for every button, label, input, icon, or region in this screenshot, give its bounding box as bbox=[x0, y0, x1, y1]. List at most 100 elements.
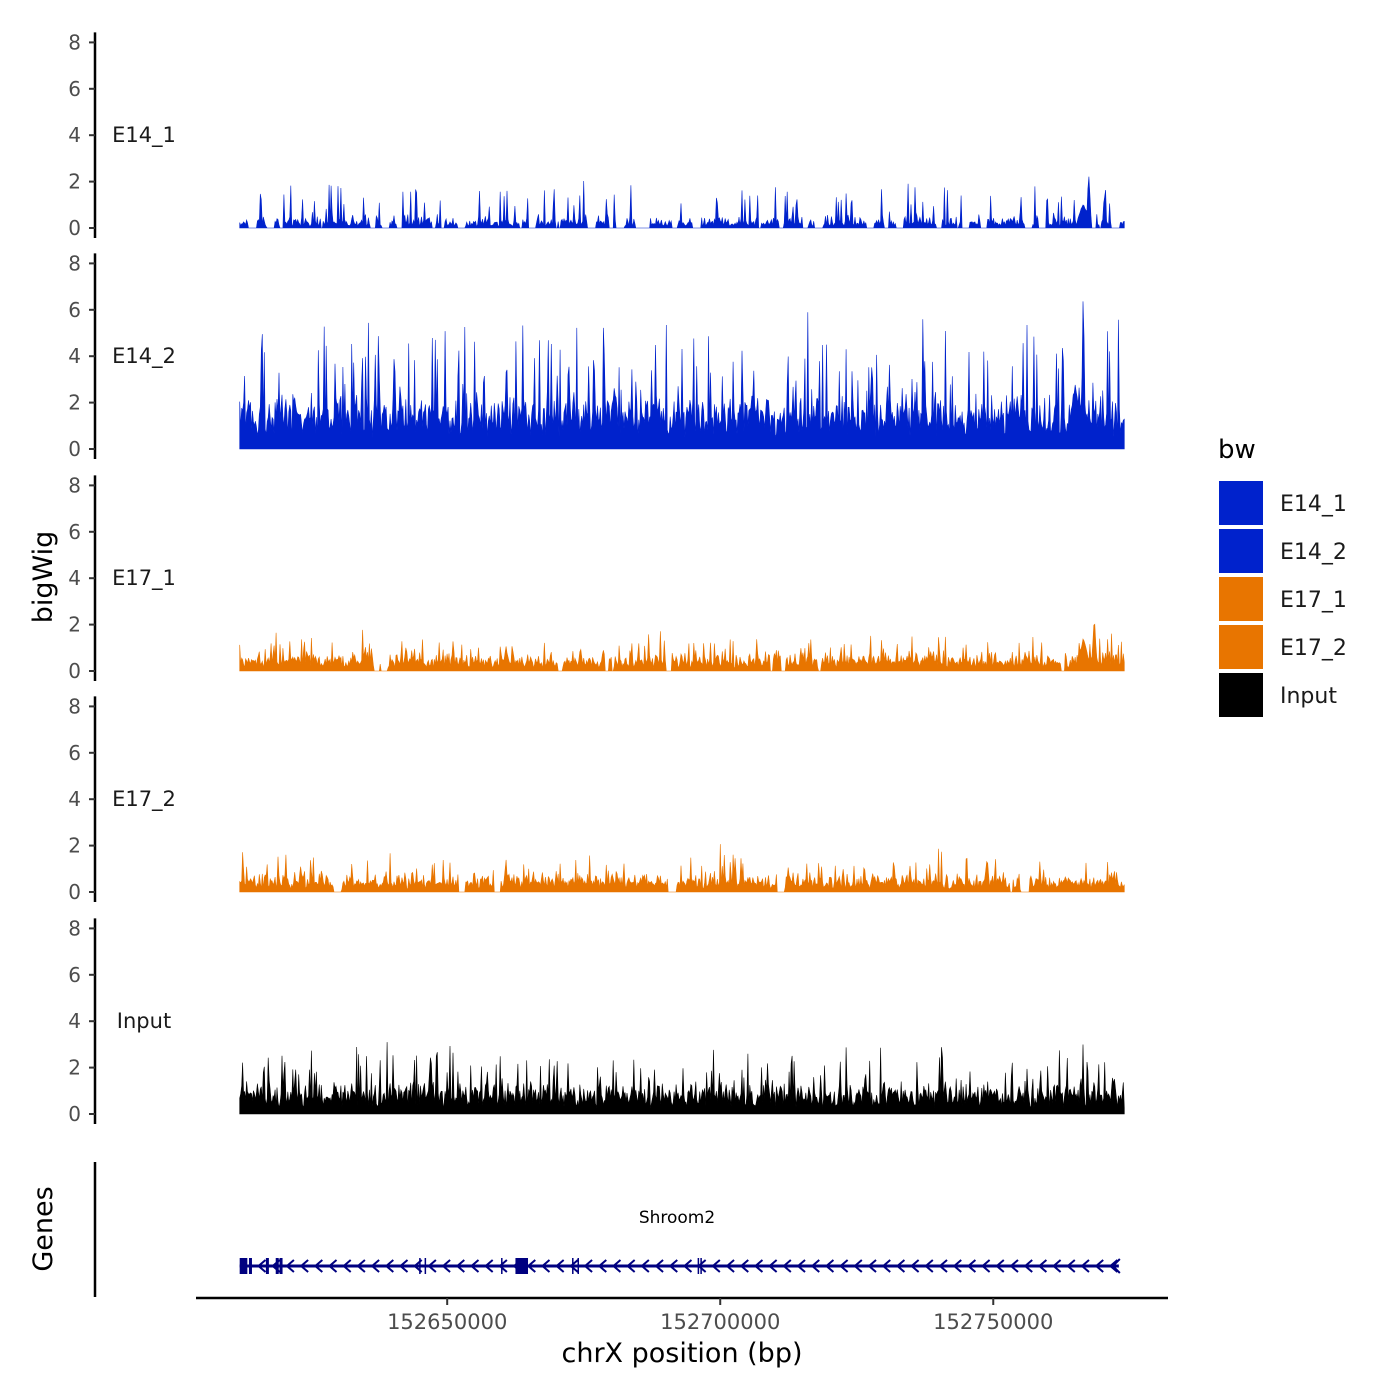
genes-panel: Shroom2 bbox=[93, 1162, 1121, 1297]
strand-arrow bbox=[327, 1259, 338, 1273]
strand-arrow bbox=[540, 1259, 551, 1273]
legend-label: E14_2 bbox=[1280, 540, 1347, 565]
strand-arrow bbox=[1111, 1258, 1121, 1274]
track-label: E14_1 bbox=[112, 123, 176, 148]
strand-arrow bbox=[256, 1259, 267, 1273]
track-e14-2: 0 2 4 6 8 E14_2 bbox=[68, 251, 1125, 461]
y-tick-label: 8 bbox=[68, 694, 81, 718]
y-tick-label: 4 bbox=[68, 566, 81, 590]
strand-arrow bbox=[555, 1259, 565, 1273]
x-axis-title: chrX position (bp) bbox=[561, 1338, 802, 1369]
strand-arrow bbox=[995, 1259, 1005, 1273]
x-tick-label: 152700000 bbox=[660, 1310, 780, 1334]
track-label: E17_1 bbox=[112, 566, 176, 591]
strand-arrow bbox=[597, 1259, 607, 1273]
strand-arrow bbox=[782, 1259, 792, 1273]
strand-arrow bbox=[1037, 1259, 1048, 1273]
coverage-area bbox=[239, 1042, 1125, 1115]
strand-arrow bbox=[839, 1259, 849, 1273]
strand-arrow bbox=[1094, 1259, 1104, 1273]
strand-arrow bbox=[583, 1259, 593, 1273]
track-label: E17_2 bbox=[112, 787, 176, 812]
strand-arrow bbox=[910, 1259, 920, 1273]
strand-arrow bbox=[895, 1259, 906, 1273]
strand-arrow bbox=[924, 1259, 934, 1273]
strand-arrow bbox=[796, 1259, 806, 1273]
strand-arrow bbox=[1066, 1259, 1076, 1273]
strand-arrow bbox=[711, 1259, 721, 1273]
coverage-area bbox=[239, 176, 1125, 229]
exon bbox=[275, 1258, 279, 1274]
strand-arrow bbox=[654, 1259, 664, 1273]
y-tick-label: 0 bbox=[68, 880, 81, 904]
track-input: 0 2 4 6 8 Input bbox=[68, 916, 1125, 1126]
strand-arrow bbox=[938, 1259, 948, 1273]
strand-arrow bbox=[640, 1259, 650, 1273]
genes-axis-title: Genes bbox=[28, 1186, 59, 1271]
strand-arrow bbox=[626, 1259, 636, 1273]
strand-arrow bbox=[1080, 1259, 1090, 1273]
track-label: E14_2 bbox=[112, 344, 176, 369]
y-tick-label: 2 bbox=[68, 170, 81, 194]
strand-arrow bbox=[668, 1259, 678, 1273]
y-tick-label: 6 bbox=[68, 963, 81, 987]
strand-arrow bbox=[1052, 1259, 1062, 1273]
strand-arrow bbox=[881, 1259, 891, 1273]
y-tick-label: 0 bbox=[68, 659, 81, 683]
strand-arrow bbox=[441, 1259, 451, 1273]
strand-arrow bbox=[427, 1259, 437, 1273]
legend-label: E14_1 bbox=[1280, 492, 1347, 517]
y-tick-label: 2 bbox=[68, 391, 81, 415]
strand-arrow bbox=[611, 1259, 622, 1273]
strand-arrow bbox=[810, 1259, 820, 1273]
y-tick-label: 8 bbox=[68, 30, 81, 54]
legend-label: Input bbox=[1280, 684, 1337, 709]
y-tick-label: 4 bbox=[68, 787, 81, 811]
legend-title: bw bbox=[1218, 435, 1256, 465]
strand-arrow bbox=[682, 1259, 693, 1273]
legend-swatch bbox=[1219, 673, 1263, 717]
y-tick-label: 8 bbox=[68, 251, 81, 275]
legend-label: E17_1 bbox=[1280, 588, 1347, 613]
strand-arrow bbox=[966, 1259, 977, 1273]
strand-arrow bbox=[768, 1259, 778, 1273]
coverage-tracks: 0 2 4 6 8 E14_1 0 2 4 6 8 E14_2 0 2 4 6 8 E17_1 0 2 4 6 8 E17_2… bbox=[68, 30, 1125, 1126]
strand-arrow bbox=[753, 1259, 764, 1273]
strand-arrow bbox=[1009, 1259, 1019, 1273]
strand-arrow bbox=[370, 1259, 380, 1273]
y-tick-label: 4 bbox=[68, 1009, 81, 1033]
y-tick-label: 8 bbox=[68, 473, 81, 497]
y-tick-label: 6 bbox=[68, 520, 81, 544]
y-tick-label: 6 bbox=[68, 298, 81, 322]
strand-arrow bbox=[498, 1259, 508, 1273]
strand-arrow bbox=[313, 1259, 323, 1273]
legend-label: E17_2 bbox=[1280, 636, 1347, 661]
y-tick-label: 0 bbox=[68, 1102, 81, 1126]
strand-arrow bbox=[342, 1259, 352, 1273]
strand-arrow bbox=[469, 1259, 480, 1273]
strand-arrow bbox=[725, 1259, 735, 1273]
exon bbox=[265, 1258, 269, 1274]
y-tick-label: 4 bbox=[68, 344, 81, 368]
strand-arrow bbox=[398, 1259, 409, 1273]
strand-arrow bbox=[384, 1259, 394, 1273]
coverage-area bbox=[239, 844, 1125, 893]
strand-arrow bbox=[356, 1259, 366, 1273]
x-tick-label: 152750000 bbox=[933, 1310, 1053, 1334]
legend-swatch bbox=[1219, 481, 1263, 525]
track-e17-1: 0 2 4 6 8 E17_1 bbox=[68, 473, 1125, 683]
y-tick-label: 6 bbox=[68, 741, 81, 765]
track-label: Input bbox=[117, 1009, 171, 1033]
y-tick-label: 2 bbox=[68, 1056, 81, 1080]
y-tick-label: 0 bbox=[68, 437, 81, 461]
strand-arrow bbox=[569, 1259, 579, 1273]
strand-arrow bbox=[739, 1259, 749, 1273]
track-e14-1: 0 2 4 6 8 E14_1 bbox=[68, 30, 1125, 240]
strand-arrow bbox=[1108, 1259, 1119, 1273]
coverage-area bbox=[239, 301, 1125, 450]
y-tick-label: 8 bbox=[68, 916, 81, 940]
track-e17-2: 0 2 4 6 8 E17_2 bbox=[68, 694, 1125, 904]
exon bbox=[515, 1258, 529, 1274]
coverage-area bbox=[239, 623, 1125, 672]
